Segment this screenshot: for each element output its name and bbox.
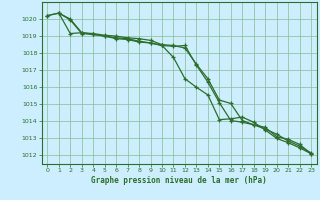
X-axis label: Graphe pression niveau de la mer (hPa): Graphe pression niveau de la mer (hPa) (91, 176, 267, 185)
